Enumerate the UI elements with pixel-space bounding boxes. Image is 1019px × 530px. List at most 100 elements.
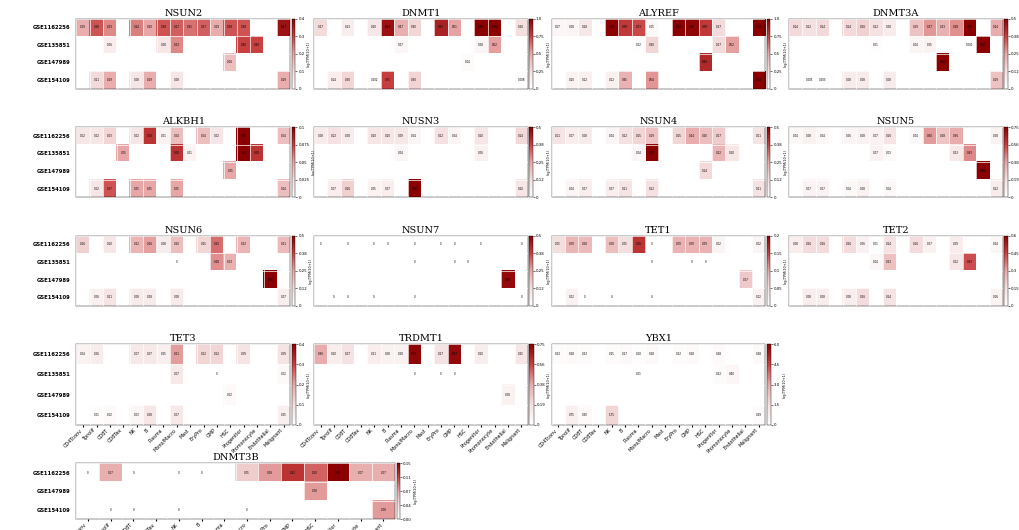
Text: 0: 0 [650, 260, 652, 264]
Text: 0.16: 0.16 [818, 242, 824, 246]
Text: 0.10: 0.10 [371, 134, 377, 138]
Text: 0.08: 0.08 [160, 43, 166, 47]
Text: 0.52: 0.52 [729, 43, 735, 47]
Text: 0.22: 0.22 [715, 373, 721, 376]
Text: 0.98: 0.98 [979, 169, 985, 173]
Text: 0.19: 0.19 [993, 78, 999, 82]
Title: TET2: TET2 [881, 226, 908, 235]
Text: 0.19: 0.19 [214, 25, 220, 29]
Text: 0.12: 0.12 [582, 78, 587, 82]
Text: 0.11: 0.11 [371, 352, 377, 356]
Text: 0.04: 0.04 [912, 43, 918, 47]
Text: 0.40: 0.40 [925, 134, 931, 138]
Text: 0.05: 0.05 [227, 169, 233, 173]
Text: 0: 0 [346, 295, 347, 299]
Text: 0.08: 0.08 [133, 78, 140, 82]
Text: 0.23: 0.23 [173, 43, 179, 47]
Text: 0.07: 0.07 [925, 242, 931, 246]
Text: 0.52: 0.52 [938, 60, 945, 65]
Text: 0.04: 0.04 [568, 187, 574, 191]
Text: 0.09: 0.09 [953, 242, 958, 246]
Text: 1.06: 1.06 [491, 25, 497, 29]
Title: ALYREF: ALYREF [638, 9, 679, 18]
Text: 0.27: 0.27 [622, 352, 628, 356]
Text: 0.04: 0.04 [280, 134, 286, 138]
Text: 0.02: 0.02 [280, 373, 286, 376]
Text: 0.13: 0.13 [952, 152, 958, 155]
Text: 0.03: 0.03 [133, 413, 140, 417]
Text: 0.28: 0.28 [938, 134, 945, 138]
Text: 0.05: 0.05 [622, 242, 628, 246]
Text: 0.23: 0.23 [554, 352, 560, 356]
Text: 0.14: 0.14 [518, 134, 524, 138]
Text: 0.28: 0.28 [755, 352, 761, 356]
Text: 0.09: 0.09 [675, 242, 681, 246]
Text: 0.08: 0.08 [568, 25, 574, 29]
Text: 0: 0 [480, 242, 482, 246]
Text: 0.23: 0.23 [938, 25, 945, 29]
Text: 0.27: 0.27 [173, 25, 179, 29]
Text: 0.40: 0.40 [729, 373, 735, 376]
Text: 0.20: 0.20 [173, 242, 179, 246]
Text: 1.55: 1.55 [608, 25, 614, 29]
Text: 0.30: 0.30 [411, 78, 417, 82]
Text: 0.08: 0.08 [792, 242, 798, 246]
Text: 0.17: 0.17 [437, 352, 443, 356]
Text: 0.25: 0.25 [608, 352, 614, 356]
Text: 0.04: 0.04 [173, 134, 179, 138]
Y-axis label: log(TPM/10+1): log(TPM/10+1) [782, 372, 786, 398]
Text: 0.28: 0.28 [952, 25, 958, 29]
Y-axis label: log(TPM/10+1): log(TPM/10+1) [307, 41, 311, 67]
Text: 0.07: 0.07 [280, 295, 286, 299]
Text: 0.02: 0.02 [81, 134, 86, 138]
Text: 0.01: 0.01 [872, 242, 878, 246]
Text: 0.73: 0.73 [411, 352, 417, 356]
Text: 0.02: 0.02 [755, 242, 761, 246]
Text: 0.06: 0.06 [94, 352, 100, 356]
Text: 0.10: 0.10 [635, 352, 641, 356]
Text: 0.06: 0.06 [859, 242, 865, 246]
Text: 0.12: 0.12 [622, 134, 628, 138]
Title: DNMT3B: DNMT3B [212, 453, 259, 462]
Text: 0.05: 0.05 [160, 352, 166, 356]
Text: 0.12: 0.12 [214, 352, 220, 356]
Text: 0.04: 0.04 [411, 134, 417, 138]
Text: 0.08: 0.08 [384, 352, 390, 356]
Text: 0: 0 [650, 295, 652, 299]
Text: 0.06: 0.06 [993, 295, 999, 299]
Text: 0.16: 0.16 [81, 242, 86, 246]
Text: 0.11: 0.11 [755, 134, 761, 138]
Title: NSUN6: NSUN6 [164, 226, 203, 235]
Y-axis label: log(TPM/10+1): log(TPM/10+1) [546, 149, 550, 175]
Text: 0: 0 [132, 508, 135, 512]
Text: 0.23: 0.23 [107, 25, 113, 29]
Text: 0.07: 0.07 [805, 187, 811, 191]
Text: 0.07: 0.07 [173, 413, 179, 417]
Text: 1.08: 1.08 [478, 25, 484, 29]
Text: 0.08: 0.08 [846, 78, 851, 82]
Text: 0.08: 0.08 [173, 78, 179, 82]
Text: 0.50: 0.50 [648, 152, 654, 155]
Text: 0.08: 0.08 [886, 25, 892, 29]
Text: 0.08: 0.08 [582, 134, 587, 138]
Y-axis label: log(TPM/10+1): log(TPM/10+1) [546, 258, 550, 284]
Text: 0.02: 0.02 [133, 134, 140, 138]
Text: 0.07: 0.07 [133, 352, 140, 356]
Text: 0.48: 0.48 [504, 278, 511, 281]
Text: 1.01: 1.01 [755, 78, 761, 82]
Text: 0.27: 0.27 [715, 25, 721, 29]
Text: 0.07: 0.07 [380, 471, 386, 474]
Text: 0.05: 0.05 [280, 413, 286, 417]
Text: 0.10: 0.10 [478, 352, 484, 356]
Text: 0.09: 0.09 [688, 242, 694, 246]
Y-axis label: log(TPM/10+1): log(TPM/10+1) [307, 372, 311, 398]
Text: 0.51: 0.51 [451, 25, 457, 29]
Text: 0.36: 0.36 [952, 134, 958, 138]
Text: 0.07: 0.07 [608, 187, 614, 191]
Y-axis label: log(TPM/10+1): log(TPM/10+1) [309, 258, 313, 284]
Text: 0.04: 0.04 [912, 134, 918, 138]
Text: 0.11: 0.11 [622, 187, 628, 191]
Text: 0.07: 0.07 [173, 373, 179, 376]
Title: NUSN3: NUSN3 [401, 117, 439, 126]
Text: 0.12: 0.12 [952, 260, 958, 264]
